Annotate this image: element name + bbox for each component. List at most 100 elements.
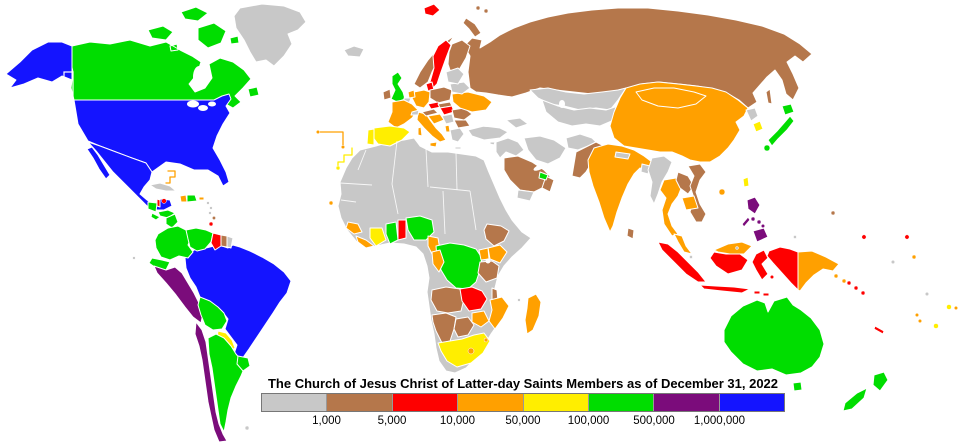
country-iran (523, 135, 567, 165)
legend-tick-labels: 1,000 5,000 10,000 50,000 100,000 500,000 1,00… (261, 415, 785, 430)
country-jamaica (161, 198, 167, 204)
country-netherlands (407, 89, 416, 99)
callout-azores-line (317, 131, 344, 148)
callout-bahamas-line (165, 170, 176, 184)
country-indonesia-maluku-3 (769, 274, 775, 280)
country-uae (538, 171, 549, 181)
legend-tick-label: 50,000 (505, 415, 541, 427)
country-indonesia-sulawesi (751, 249, 769, 281)
aral-sea (559, 100, 565, 108)
country-papua-new-guinea (797, 250, 840, 292)
country-nicaragua (165, 213, 179, 229)
pacific-island-dot (861, 234, 867, 240)
country-russia-franz-josef (475, 5, 481, 11)
country-china (609, 81, 749, 163)
country-samoa (946, 304, 952, 310)
country-french-guiana (226, 235, 234, 249)
country-malaysia-borneo (713, 241, 753, 255)
country-png-new-britain (833, 273, 839, 279)
country-switzerland (410, 109, 420, 116)
country-cambodia (681, 195, 699, 211)
hudson-bay (193, 66, 205, 88)
legend-swatch-under-1000 (262, 394, 328, 411)
country-cyprus (489, 141, 496, 146)
legend-tick-label: 1,000 (312, 415, 341, 427)
country-trinidad-and-tobago (208, 221, 214, 227)
country-belize (156, 198, 161, 208)
country-austria (421, 108, 439, 117)
country-indonesia-west-papua (766, 246, 799, 291)
country-drc (435, 242, 483, 290)
country-philippines-visayas-2 (756, 219, 762, 225)
country-palau (793, 235, 797, 239)
sahara-internal-borders (339, 140, 477, 235)
country-uganda (478, 247, 490, 261)
lake-victoria (485, 258, 491, 264)
country-japan-hokkaido (781, 103, 795, 116)
country-laos (675, 171, 695, 195)
country-galapagos (132, 256, 136, 260)
country-germany (411, 89, 431, 109)
country-suriname (220, 234, 228, 248)
country-italy (416, 111, 447, 148)
country-cape-verde (328, 200, 334, 206)
country-ghana (385, 221, 399, 245)
callout-vancouver-box (63, 71, 74, 101)
pacific-island-dot (904, 234, 910, 240)
country-ivory-coast (369, 227, 387, 247)
country-puerto-rico (198, 196, 205, 201)
lake-michigan-huron (198, 105, 208, 111)
country-bangladesh (640, 163, 651, 175)
country-botswana (453, 316, 475, 338)
country-japan-kyushu (763, 144, 771, 152)
country-mongolia (635, 87, 707, 109)
country-solomon-islands-2 (853, 285, 859, 291)
country-colombia (154, 225, 194, 261)
legend-swatch-10000-50000 (458, 394, 524, 411)
country-greenland (233, 3, 307, 67)
country-russia-franz-josef-2 (483, 8, 489, 14)
country-canada (69, 6, 260, 109)
country-brunei (735, 246, 739, 250)
country-indonesia-java (699, 284, 751, 294)
country-nepal (614, 151, 631, 160)
country-myanmar (647, 155, 673, 205)
legend-swatch-1000-5000 (327, 394, 393, 411)
legend-swatch-500000-1000000 (654, 394, 720, 411)
country-guatemala (147, 201, 158, 213)
country-south-korea (752, 120, 764, 133)
country-philippines-luzon (746, 196, 761, 215)
callout-azores-dot (315, 129, 321, 135)
country-solomon-islands (846, 280, 852, 286)
pacific-island-dot (890, 259, 896, 265)
country-australia (723, 296, 825, 376)
country-malaysia-peninsula (673, 233, 693, 255)
country-zimbabwe (471, 310, 490, 328)
country-mozambique (488, 296, 510, 330)
lesser-antilles-dot (209, 206, 213, 210)
lake-superior (187, 100, 199, 108)
country-guyana (210, 232, 222, 251)
legend-tick-label: 5,000 (377, 415, 407, 427)
legend-swatch-50000-100000 (523, 394, 589, 411)
country-albania (444, 124, 451, 133)
callout-canary-dot (335, 165, 341, 171)
legend-swatch-over-1000000 (719, 394, 784, 411)
region-caucasus (505, 117, 529, 129)
legend-tick-label: 1,000,000 (693, 415, 746, 427)
country-philippines-palawan (741, 216, 751, 228)
country-argentina (207, 333, 246, 433)
country-indonesia-sumatra (657, 241, 707, 283)
country-ireland (382, 88, 392, 101)
country-usa-alaska (5, 41, 73, 89)
country-australia-tasmania (792, 381, 803, 392)
region-togo-benin (397, 219, 407, 241)
country-india (587, 143, 653, 233)
region-sierra-leone-liberia (355, 235, 375, 249)
country-japan-honshu (767, 115, 795, 147)
country-singapore (689, 255, 693, 259)
country-angola (430, 286, 465, 314)
country-bolivia (197, 296, 228, 331)
